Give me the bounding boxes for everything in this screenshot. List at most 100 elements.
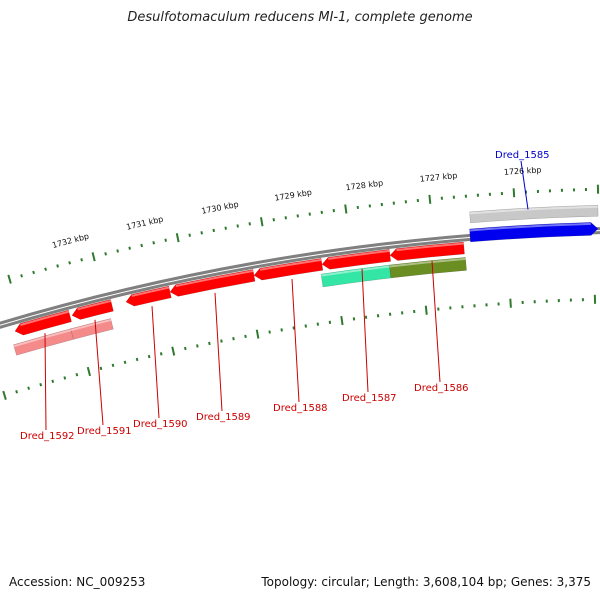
tick-mark [75,372,79,377]
tick-mark [260,217,264,227]
tick-mark [236,224,239,228]
tick-mark [32,270,35,275]
gene-dred_1591-arrow-shine [77,299,112,311]
tick-mark [99,366,103,371]
map-title: Desulfotomaculum reducens MI-1, complete… [127,10,473,25]
tick-mark [147,354,151,359]
leader-dred_1587 [361,268,369,393]
tick-mark [164,238,167,242]
gene-dred_1592-arrow-shine [20,310,70,326]
tick-mark [184,346,187,351]
tick-mark [512,188,516,198]
tick-mark [91,252,96,262]
feature-faded-shine [70,318,112,332]
tick-mark [135,357,139,362]
feature-faded [13,328,74,356]
tick-mark [188,233,191,237]
leader-dred_1585 [520,160,529,210]
gene-label-dred_1589: Dred_1589 [196,412,251,423]
tick-mark [27,386,31,390]
tick-mark [224,226,227,230]
feature-faded [70,318,114,340]
gene-label-dred_1588: Dred_1588 [273,403,328,414]
tick-mark [428,194,432,204]
tick-mark [268,330,271,334]
gene-dred_1590-arrow [125,285,172,307]
kbp-label-1727: 1727 kbp [419,171,457,184]
gene-label-dred_1586: Dred_1586 [414,383,469,394]
gene-dred_1589-arrow-shine [175,269,254,288]
leader-dred_1591 [94,319,104,426]
tick-mark [51,379,55,384]
tick-mark [212,228,215,233]
tick-mark [128,246,131,250]
gene-dred_1585-arrow [469,222,599,243]
tick-mark [39,382,43,387]
tick-mark [232,337,235,341]
tick-mark [140,243,143,248]
gene-dred_1585-arrow-shine [469,222,591,232]
tick-mark [2,390,7,400]
feature-olive [388,257,467,279]
leader-dred_1589 [214,292,223,412]
tick-mark [86,366,92,377]
gene-dred_1587-arrow [321,249,391,270]
leader-dred_1588 [291,279,300,403]
feature-gray-shine [469,205,598,215]
tick-mark [280,328,283,332]
tick-mark [111,363,115,368]
tick-mark [208,341,211,346]
kbp-label-1728: 1728 kbp [345,178,384,192]
tick-mark [63,376,67,380]
tick-marks [2,184,600,400]
gene-dred_1588-arrow-shine [259,258,322,271]
features [13,204,599,356]
tick-mark [20,274,23,278]
gene-label-dred_1590: Dred_1590 [133,419,188,430]
feature-faded-shine [13,329,72,348]
tick-mark [248,222,251,226]
tick-mark [220,339,223,343]
tick-mark [7,274,12,284]
tick-mark [116,249,119,253]
tick-mark [56,264,59,268]
tick-mark [255,329,260,339]
tick-mark [68,261,71,265]
kbp-label-1730: 1730 kbp [201,200,240,216]
feature-teal-shine [321,265,390,277]
accession-label: Accession: NC_009253 [9,575,146,589]
gene-dred_1587-arrow-shine [328,249,390,260]
gene-dred_1592-arrow [14,309,72,336]
gene-label-dred_1591: Dred_1591 [77,426,132,437]
tick-mark [200,231,203,235]
feature-olive-shine [389,257,466,268]
feature-teal [320,264,392,288]
tick-mark [509,298,512,308]
gene-dred_1588-arrow [253,258,324,281]
kbp-label-1732: 1732 kbp [51,232,90,250]
gene-dred_1591-arrow [71,299,114,320]
tick-mark [44,267,47,271]
genome-summary-label: Topology: circular; Length: 3,608,104 bp… [261,575,591,589]
tick-mark [152,241,155,245]
gene-dred_1589-arrow [169,269,256,297]
leader-dred_1590 [151,306,160,419]
gene-label-dred_1592: Dred_1592 [20,431,75,442]
tick-mark [15,390,18,394]
leader-dred_1586 [431,260,441,383]
gene-label-dred_1587: Dred_1587 [342,393,397,404]
tick-mark [344,204,348,214]
tick-mark [175,233,180,243]
leader-dred_1592 [44,333,47,431]
tick-mark [171,346,176,356]
gene-dred_1586-arrow-shine [396,242,464,252]
tick-mark [340,315,344,326]
tick-mark [196,344,199,348]
kbp-label-1731: 1731 kbp [125,215,164,232]
tick-mark [244,334,247,339]
feature-gray [469,204,599,224]
tick-mark [424,305,428,315]
